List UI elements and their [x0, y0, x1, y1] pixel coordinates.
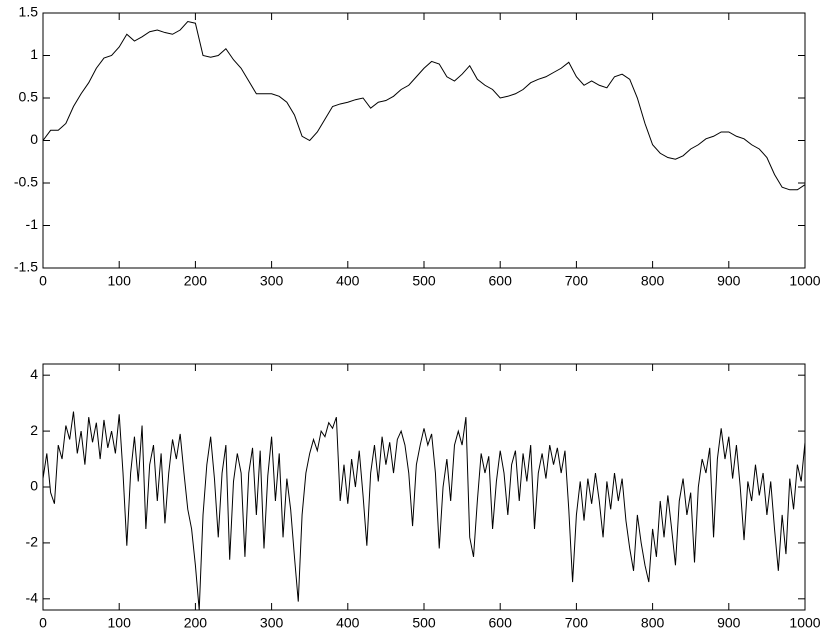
- x-tick-label: 600: [489, 273, 513, 289]
- x-tick-label: 900: [717, 273, 741, 289]
- axes-background: [43, 364, 805, 610]
- data-line: [42, 411, 806, 611]
- y-tick-label: -4: [26, 590, 39, 606]
- y-tick-label: 1: [30, 46, 38, 62]
- x-tick-label: 500: [412, 615, 436, 631]
- x-tick-label: 700: [565, 615, 589, 631]
- x-tick-label: 200: [184, 615, 208, 631]
- y-tick-label: 1.5: [19, 4, 39, 20]
- y-tick-label: 0.5: [19, 89, 39, 105]
- x-tick-label: 1000: [789, 273, 820, 289]
- y-tick-label: 0: [30, 131, 38, 147]
- x-tick-label: 500: [412, 273, 436, 289]
- x-tick-label: 700: [565, 273, 589, 289]
- x-tick-label: 300: [260, 273, 284, 289]
- x-tick-label: 900: [717, 615, 741, 631]
- y-tick-label: 0: [30, 478, 38, 494]
- x-tick-label: 0: [39, 615, 47, 631]
- x-tick-label: 400: [336, 273, 360, 289]
- y-tick-label: -1.5: [14, 259, 38, 275]
- axes-background: [43, 13, 805, 268]
- x-tick-label: 800: [641, 273, 665, 289]
- x-tick-label: 300: [260, 615, 284, 631]
- x-tick-label: 400: [336, 615, 360, 631]
- y-tick-label: 4: [30, 366, 38, 382]
- x-tick-label: 600: [489, 615, 513, 631]
- x-tick-label: 0: [39, 273, 47, 289]
- x-tick-label: 100: [108, 273, 132, 289]
- axes-box: [42, 363, 806, 611]
- y-tick-label: -1: [26, 216, 39, 232]
- y-tick-label: -2: [26, 534, 39, 550]
- axes-box: [42, 12, 806, 269]
- y-tick-label: -0.5: [14, 174, 38, 190]
- x-tick-label: 200: [184, 273, 208, 289]
- x-tick-label: 100: [108, 615, 132, 631]
- y-tick-label: 2: [30, 422, 38, 438]
- data-line: [42, 20, 806, 191]
- x-tick-label: 1000: [789, 615, 820, 631]
- x-tick-label: 800: [641, 615, 665, 631]
